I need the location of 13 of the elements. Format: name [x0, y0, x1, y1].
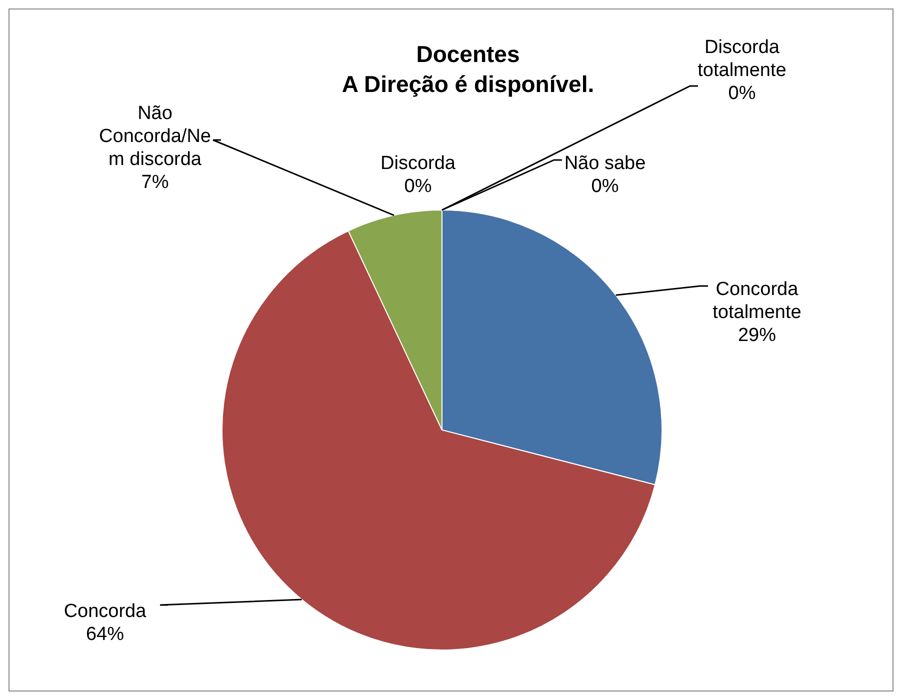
category-label: Discorda: [380, 153, 456, 174]
slice-label: Concorda: [64, 601, 147, 622]
category-label: Não sabe: [564, 153, 646, 174]
category-label: Discorda totalmente: [698, 37, 786, 81]
text: 0%: [728, 83, 756, 104]
chart-title: Docentes A Direção é disponível.: [342, 41, 594, 97]
text: 0%: [404, 176, 432, 197]
data-label: 64%: [86, 624, 124, 645]
text: 0%: [591, 176, 619, 197]
slice-label: Não Concorda/Nem discorda: [99, 103, 211, 170]
data-label: 7%: [141, 172, 169, 193]
slice-label: Concorda totalmente: [712, 279, 802, 323]
data-label: 29%: [738, 325, 776, 346]
